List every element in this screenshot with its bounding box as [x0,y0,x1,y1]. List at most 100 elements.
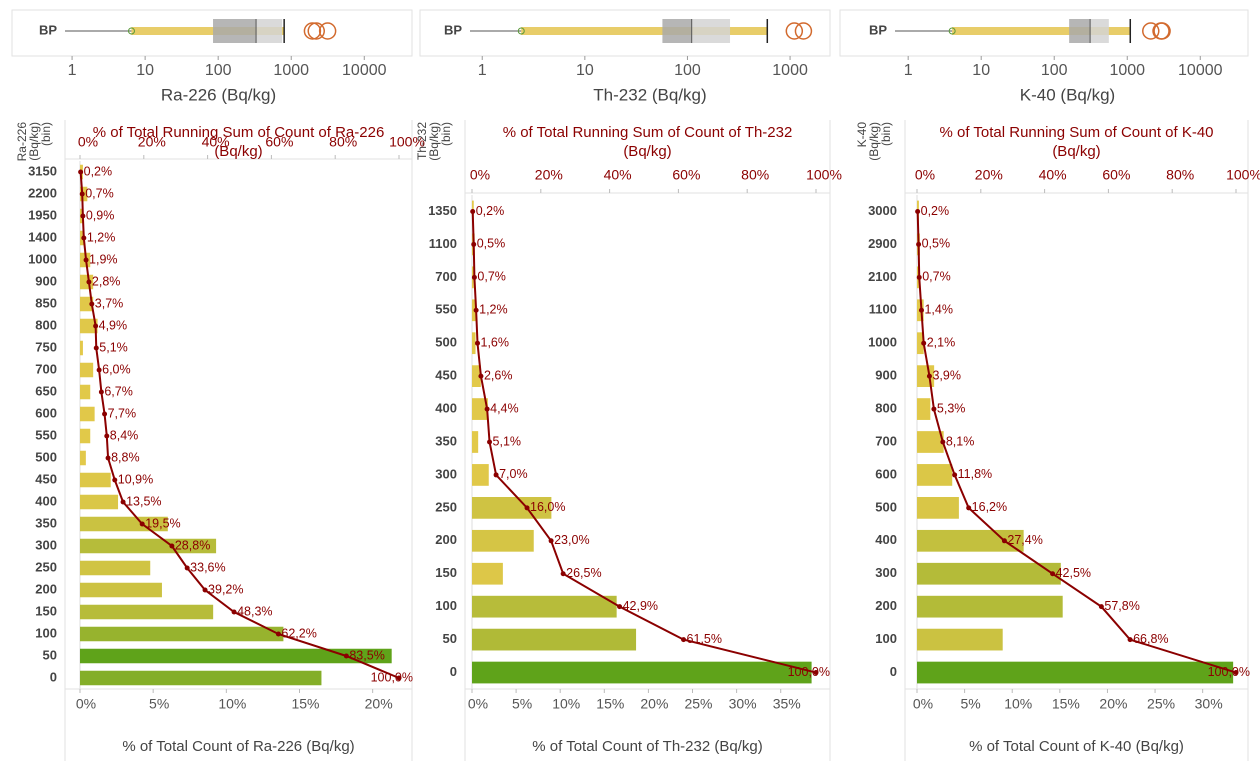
y-tick-label: 700 [435,269,457,284]
running-sum-point [931,406,937,412]
y-tick-label: 1100 [869,302,897,317]
y-tick-label: 550 [35,427,57,442]
running-sum-point [79,191,85,197]
running-sum-label: 2,6% [484,368,512,382]
running-sum-label: 0,7% [85,186,114,200]
x-tick-label: 0% [468,696,488,712]
running-sum-label: 100,0% [371,670,413,684]
y-tick-label: 500 [875,499,897,514]
y-tick-label: 650 [35,383,57,398]
running-sum-point [202,587,208,593]
running-sum-point [93,345,99,351]
running-sum-point [1001,538,1007,544]
y-tick-label: 100 [435,598,457,613]
y-tick-label: 350 [35,515,57,530]
x-tick-label: 20% [365,696,393,712]
running-sum-label: 8,8% [111,450,139,464]
running-sum-label: 42,5% [1056,566,1091,580]
top-tick-label: 40% [1039,167,1067,183]
x-tick-label: 0% [76,696,96,712]
bar [80,648,392,664]
y-axis-title: (Bq/kg) [27,122,41,161]
running-sum-point [275,631,281,637]
bar [917,628,1003,651]
y-tick-label: 200 [35,581,57,596]
x-axis-title: % of Total Count of Th-232 (Bq/kg) [532,738,762,755]
running-sum-point [940,439,946,445]
running-sum-point [96,367,102,373]
x-tick-label: 30% [1195,696,1223,712]
running-sum-point [918,307,924,313]
running-sum-label: 42,9% [623,599,658,613]
y-tick-label: 1000 [28,251,57,266]
y-tick-label: 200 [875,598,897,613]
x-tick-label: 15% [1052,696,1080,712]
top-tick-label: 100% [806,167,842,183]
running-sum-label: 4,9% [99,318,128,332]
running-sum-point [493,472,499,478]
x-tick-label: 10000 [1178,62,1223,79]
outlier [307,22,325,40]
y-tick-label: 500 [435,335,457,350]
y-tick-label: 100 [35,625,57,640]
top-tick-label: 80% [741,167,769,183]
y-tick-label: 50 [43,647,57,662]
bar [80,538,217,554]
x-tick-label: 0% [913,696,933,712]
y-tick-label: 450 [35,471,57,486]
running-sum-point [98,389,104,395]
y-tick-label: 200 [435,532,457,547]
y-tick-label: 150 [35,603,57,618]
bar [80,494,119,510]
running-sum-label: 6,7% [104,384,133,398]
x-tick-label: 10 [576,62,594,79]
outlier [794,22,813,40]
x-tick-label: 25% [1147,696,1175,712]
top-tick-label: 60% [265,134,293,150]
x-tick-label: 5% [512,696,532,712]
x-tick-label: 10 [972,62,990,79]
bar [472,529,534,552]
bar [80,384,91,400]
bar [80,296,94,312]
x-tick-label: 10% [218,696,246,712]
bar [917,562,1061,585]
running-sum-title: % of Total Running Sum of Count of Th-23… [503,124,793,141]
running-sum-point [524,505,530,511]
y-tick-label: 350 [435,433,457,448]
x-axis-title: % of Total Count of K-40 (Bq/kg) [969,738,1184,755]
running-sum-label: 16,0% [530,500,565,514]
running-sum-point [1050,571,1056,577]
outlier [303,22,322,40]
box-panel [419,9,831,57]
bar [80,472,111,488]
running-sum-label: 10,9% [118,472,153,486]
y-tick-label: 1400 [28,229,57,244]
bar [80,340,83,356]
running-sum-point [487,439,493,445]
box-lower [662,19,692,43]
running-sum-point [478,373,484,379]
y-tick-label: 700 [35,361,57,376]
bar [80,362,94,378]
bar [472,365,481,388]
y-tick-label: 800 [35,317,57,332]
running-sum-label: 23,0% [554,533,589,547]
top-tick-label: 60% [1102,167,1130,183]
y-tick-label: 2900 [868,236,897,251]
running-sum-point [471,241,477,247]
x-tick-label: 1 [904,62,913,79]
bar [472,628,637,651]
box-upper [256,19,283,43]
running-sum-label: 7,0% [499,467,527,481]
running-sum-label: 3,9% [932,368,961,382]
running-sum-label: 19,5% [145,516,180,530]
running-sum-point [475,340,481,346]
bar [917,464,953,486]
running-sum-point [952,472,958,478]
bar [917,496,959,519]
running-sum-point [104,433,110,439]
whisker-min [127,27,135,35]
running-sum-point [80,213,86,219]
running-sum-point [966,505,972,511]
